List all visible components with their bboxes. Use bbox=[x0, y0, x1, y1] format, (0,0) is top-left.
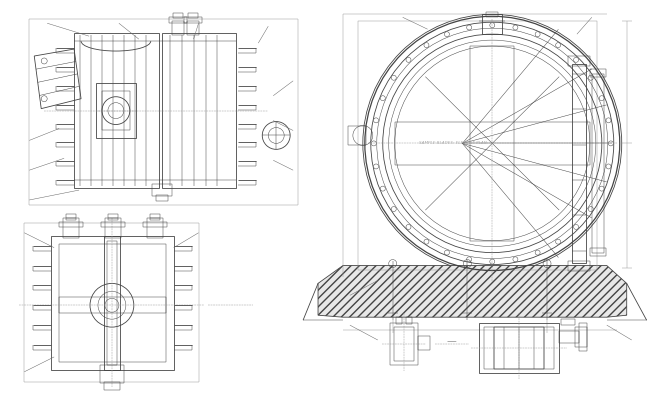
Circle shape bbox=[406, 57, 411, 62]
Bar bbox=[471, 46, 514, 241]
Bar bbox=[59, 297, 166, 313]
Circle shape bbox=[513, 257, 518, 262]
Bar bbox=[151, 184, 172, 196]
Circle shape bbox=[374, 164, 378, 169]
Bar bbox=[63, 218, 79, 238]
Circle shape bbox=[599, 96, 605, 101]
Bar bbox=[59, 244, 166, 362]
Bar bbox=[51, 236, 174, 370]
Circle shape bbox=[573, 224, 578, 230]
Bar bbox=[102, 91, 130, 130]
Circle shape bbox=[606, 118, 611, 123]
Bar bbox=[74, 33, 159, 188]
Bar bbox=[108, 214, 118, 220]
Circle shape bbox=[424, 239, 429, 244]
Circle shape bbox=[490, 23, 495, 28]
Bar bbox=[168, 17, 187, 23]
Text: SAMPLE BLADES: ELEMENT PLAN: SAMPLE BLADES: ELEMENT PLAN bbox=[419, 141, 486, 145]
Bar bbox=[568, 260, 590, 270]
Bar bbox=[390, 323, 417, 365]
Circle shape bbox=[556, 239, 560, 244]
Bar bbox=[561, 319, 575, 325]
Circle shape bbox=[608, 141, 613, 146]
Bar bbox=[104, 382, 120, 390]
Bar bbox=[147, 218, 162, 238]
Circle shape bbox=[380, 96, 385, 101]
Bar bbox=[188, 13, 198, 18]
Bar bbox=[482, 14, 502, 34]
Bar bbox=[559, 331, 579, 343]
Circle shape bbox=[445, 32, 449, 37]
Circle shape bbox=[588, 206, 593, 212]
Bar bbox=[104, 236, 120, 370]
Bar bbox=[486, 12, 499, 17]
Bar bbox=[143, 222, 166, 227]
Circle shape bbox=[371, 141, 376, 146]
Bar bbox=[406, 317, 411, 324]
Circle shape bbox=[606, 164, 611, 169]
Bar bbox=[105, 218, 121, 238]
Bar bbox=[100, 365, 124, 383]
Bar bbox=[592, 74, 604, 253]
Circle shape bbox=[490, 259, 495, 264]
Polygon shape bbox=[318, 266, 627, 317]
Bar bbox=[575, 327, 587, 347]
Bar bbox=[173, 13, 183, 18]
Bar bbox=[101, 222, 125, 227]
Circle shape bbox=[535, 250, 540, 255]
Bar bbox=[66, 214, 76, 220]
Bar bbox=[484, 327, 554, 369]
Circle shape bbox=[467, 25, 472, 30]
Circle shape bbox=[374, 118, 378, 123]
Bar bbox=[156, 195, 168, 201]
Circle shape bbox=[391, 75, 396, 80]
Bar bbox=[590, 248, 606, 256]
Bar bbox=[494, 327, 544, 369]
Bar bbox=[479, 323, 559, 373]
Text: —: — bbox=[447, 336, 456, 346]
Bar bbox=[107, 241, 117, 365]
Bar bbox=[417, 336, 430, 350]
Bar bbox=[59, 222, 83, 227]
Circle shape bbox=[445, 250, 449, 255]
Bar bbox=[394, 327, 413, 361]
Circle shape bbox=[599, 186, 605, 191]
Bar bbox=[396, 317, 402, 324]
Circle shape bbox=[588, 75, 593, 80]
Bar bbox=[579, 323, 587, 351]
Circle shape bbox=[380, 186, 385, 191]
Bar bbox=[348, 126, 366, 145]
Bar bbox=[568, 56, 590, 66]
Circle shape bbox=[556, 43, 560, 48]
Bar bbox=[183, 17, 202, 23]
Circle shape bbox=[467, 257, 472, 262]
Bar bbox=[162, 33, 237, 188]
Bar bbox=[150, 214, 160, 220]
Circle shape bbox=[391, 206, 396, 212]
Bar bbox=[395, 122, 590, 165]
Bar bbox=[172, 21, 183, 35]
Bar bbox=[358, 21, 597, 270]
Circle shape bbox=[573, 57, 578, 62]
Bar bbox=[590, 69, 606, 77]
Circle shape bbox=[535, 32, 540, 37]
Bar bbox=[572, 64, 586, 262]
Circle shape bbox=[406, 224, 411, 230]
Circle shape bbox=[513, 25, 518, 30]
Bar bbox=[187, 21, 198, 35]
Bar bbox=[96, 83, 136, 138]
Circle shape bbox=[424, 43, 429, 48]
